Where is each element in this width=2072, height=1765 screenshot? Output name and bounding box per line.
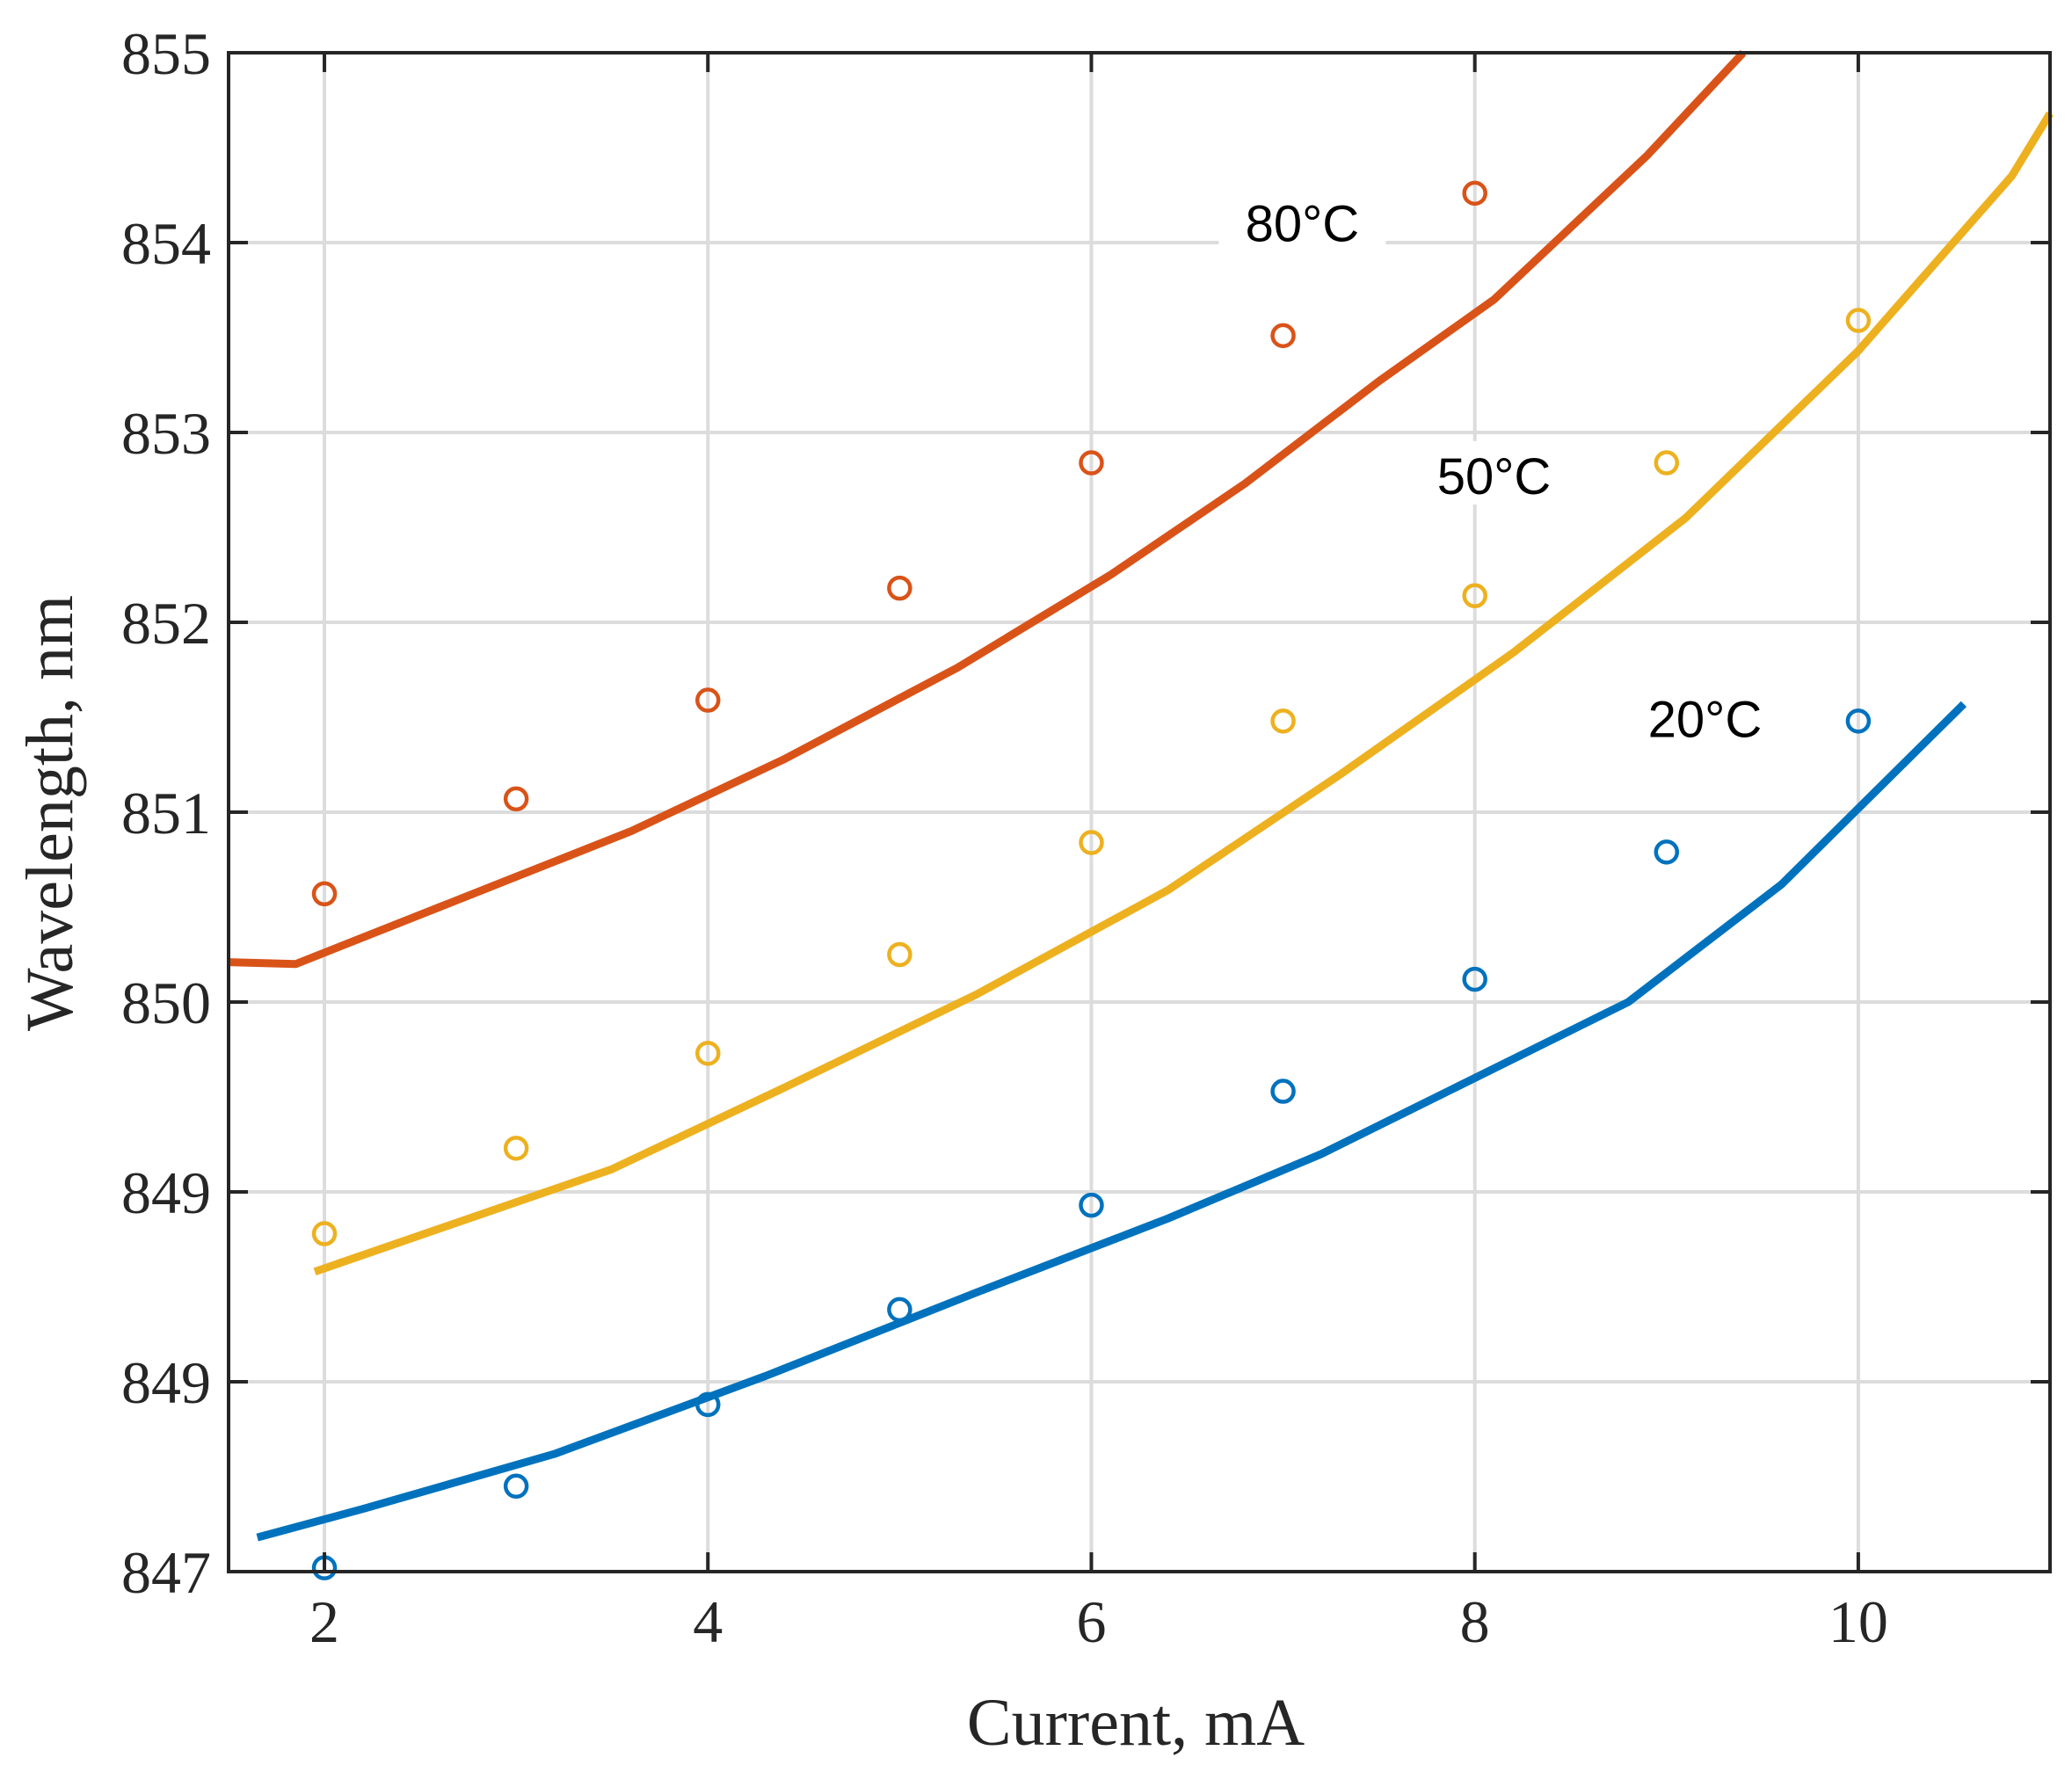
y-tick-label: 854: [121, 210, 211, 277]
data-point: [1079, 450, 1104, 476]
label-layer: 20°C 50°C 80°C: [1218, 188, 1789, 748]
y-tick-label: 855: [121, 20, 211, 87]
series-50Cc: [311, 111, 2054, 1275]
x-tick-label: 2: [309, 1588, 339, 1655]
y-tick-label: 849: [121, 1159, 211, 1226]
data-point: [1845, 308, 1872, 333]
x-tick-label: 8: [1460, 1588, 1490, 1655]
data-point: [311, 881, 338, 907]
data-point: [1462, 180, 1487, 207]
series-layer: [228, 49, 2054, 1580]
x-tick-label: 6: [1076, 1588, 1106, 1655]
y-tick-label: 853: [121, 400, 211, 467]
data-point: [887, 1297, 912, 1323]
series-label-background: [1410, 440, 1578, 505]
data-point: [887, 941, 912, 968]
fit-line: [228, 49, 1747, 969]
data-point: [1845, 708, 1872, 734]
data-point: [1654, 450, 1680, 476]
data-point: [1270, 708, 1296, 734]
data-point: [695, 1391, 721, 1418]
data-point: [887, 575, 912, 601]
data-point: [1270, 323, 1296, 349]
series-label-background: [1218, 188, 1386, 252]
y-tick-label: 849: [121, 1349, 211, 1416]
data-point: [503, 1136, 529, 1161]
data-point: [695, 1041, 721, 1066]
series-label-background: [1621, 684, 1789, 748]
series-label-group: 50°C: [1410, 440, 1578, 505]
series-80Cc: [228, 49, 1747, 969]
fit-line: [256, 701, 1967, 1542]
data-point: [1654, 839, 1680, 865]
y-tick-label: 851: [121, 780, 211, 846]
data-point: [503, 786, 529, 812]
data-point: [1079, 1192, 1104, 1218]
y-axis-title: Wavelength, nm: [13, 595, 87, 1031]
series-label: 50°C: [1437, 448, 1552, 505]
data-point: [695, 687, 721, 713]
series-label: 80°C: [1246, 196, 1360, 253]
data-point: [1462, 966, 1487, 992]
fit-line: [313, 111, 2054, 1275]
y-tick-label: 850: [121, 970, 211, 1036]
data-point: [1462, 583, 1487, 609]
data-point: [311, 1221, 338, 1246]
series-20Cc: [256, 701, 1967, 1580]
x-tick-label: 4: [693, 1588, 723, 1655]
grid-layer: [229, 51, 2050, 1573]
x-axis-title: Current, mA: [967, 1686, 1305, 1760]
axes-layer: 2 4 6 8 10 847 849 849 850 851 852 853 854 855: [121, 20, 2052, 1655]
y-tick-label: 852: [121, 590, 211, 657]
x-tick-label: 10: [1828, 1588, 1888, 1655]
data-point: [1270, 1079, 1296, 1104]
data-point: [503, 1473, 529, 1500]
data-point: [1079, 830, 1104, 855]
series-label: 20°C: [1648, 691, 1763, 748]
y-tick-label: 847: [121, 1539, 211, 1606]
series-label-group: 20°C: [1621, 684, 1789, 748]
series-label-group: 80°C: [1218, 188, 1386, 253]
